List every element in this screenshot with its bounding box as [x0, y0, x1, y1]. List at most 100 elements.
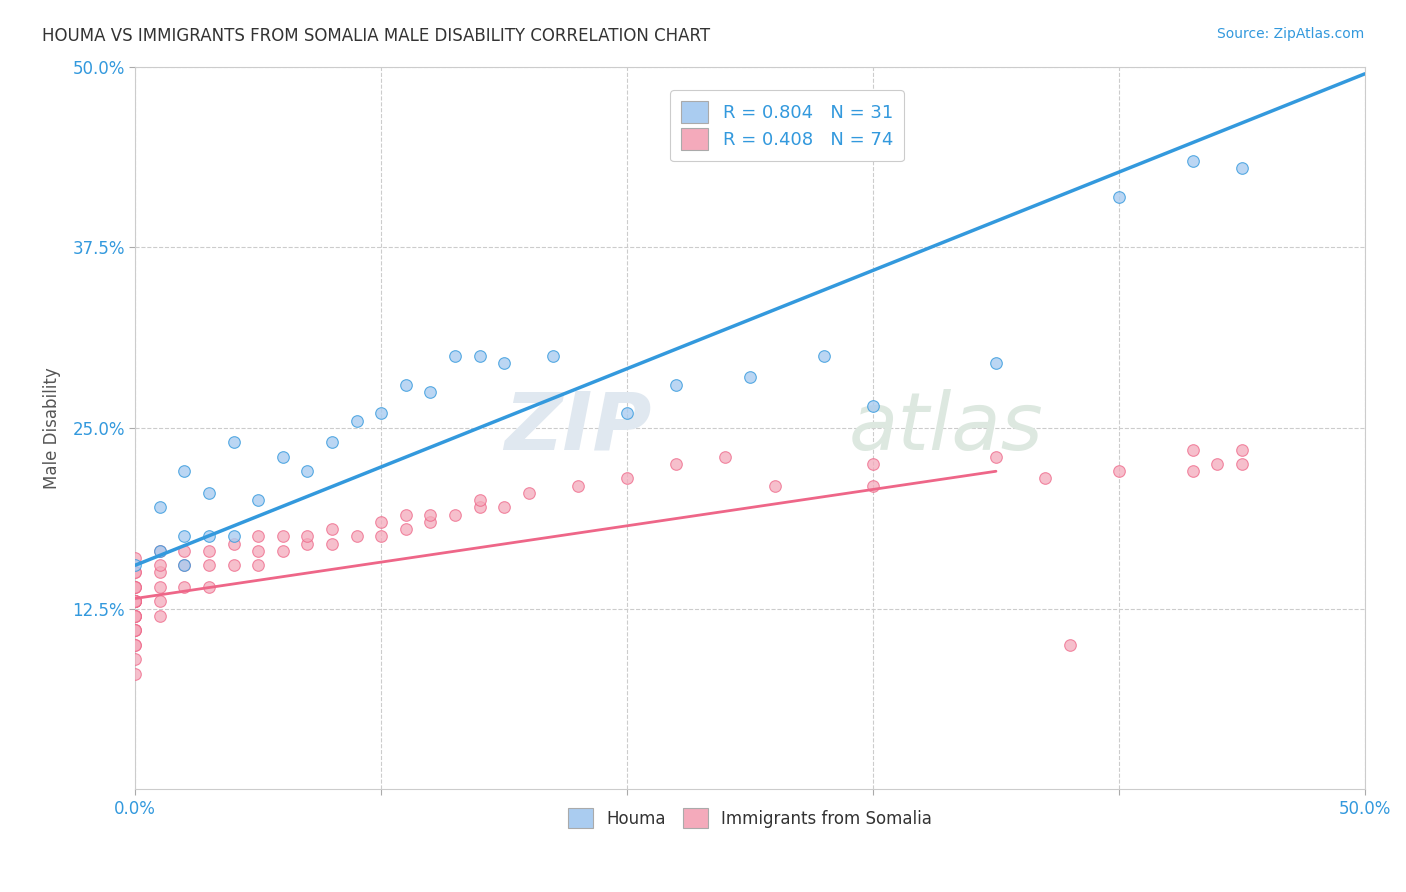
Point [124, 594, 146, 608]
Point [297, 464, 319, 478]
Point [1181, 464, 1204, 478]
Point [149, 566, 172, 580]
Point [494, 500, 516, 515]
Point [124, 666, 146, 681]
Point [124, 638, 146, 652]
Point [149, 594, 172, 608]
Point [124, 566, 146, 580]
Point [124, 608, 146, 623]
Point [1230, 442, 1253, 457]
Point [271, 529, 294, 543]
Point [149, 543, 172, 558]
Text: Source: ZipAtlas.com: Source: ZipAtlas.com [1216, 27, 1364, 41]
Point [395, 522, 418, 536]
Point [198, 580, 221, 594]
Point [222, 536, 245, 550]
Point [124, 638, 146, 652]
Point [124, 624, 146, 638]
Point [665, 457, 688, 471]
Point [149, 543, 172, 558]
Point [149, 608, 172, 623]
Point [149, 580, 172, 594]
Point [321, 522, 343, 536]
Point [665, 377, 688, 392]
Point [247, 529, 270, 543]
Point [419, 515, 441, 529]
Legend: Houma, Immigrants from Somalia: Houma, Immigrants from Somalia [561, 801, 939, 835]
Point [616, 471, 638, 485]
Text: atlas: atlas [848, 389, 1043, 467]
Point [173, 529, 195, 543]
Point [297, 536, 319, 550]
Point [714, 450, 737, 464]
Point [124, 551, 146, 566]
Point [1033, 471, 1056, 485]
Point [517, 486, 540, 500]
Point [419, 384, 441, 399]
Point [395, 377, 418, 392]
Point [468, 500, 491, 515]
Text: HOUMA VS IMMIGRANTS FROM SOMALIA MALE DISABILITY CORRELATION CHART: HOUMA VS IMMIGRANTS FROM SOMALIA MALE DI… [42, 27, 710, 45]
Point [124, 608, 146, 623]
Point [222, 529, 245, 543]
Point [346, 529, 368, 543]
Point [124, 594, 146, 608]
Point [616, 407, 638, 421]
Point [321, 536, 343, 550]
Point [124, 580, 146, 594]
Point [346, 414, 368, 428]
Point [124, 580, 146, 594]
Point [370, 529, 392, 543]
Point [1181, 153, 1204, 168]
Point [198, 529, 221, 543]
Point [198, 558, 221, 573]
Point [173, 464, 195, 478]
Point [247, 493, 270, 508]
Point [444, 508, 467, 522]
Point [124, 594, 146, 608]
Point [1108, 189, 1130, 203]
Point [173, 580, 195, 594]
Point [1206, 457, 1229, 471]
Text: ZIP: ZIP [505, 389, 651, 467]
Point [543, 349, 565, 363]
Point [1230, 457, 1253, 471]
Point [124, 566, 146, 580]
Point [862, 479, 884, 493]
Point [1181, 442, 1204, 457]
Point [124, 608, 146, 623]
Point [862, 457, 884, 471]
Point [247, 543, 270, 558]
Point [198, 543, 221, 558]
Point [1108, 464, 1130, 478]
Point [173, 543, 195, 558]
Y-axis label: Male Disability: Male Disability [44, 367, 60, 489]
Point [321, 435, 343, 450]
Point [173, 558, 195, 573]
Point [149, 558, 172, 573]
Point [271, 543, 294, 558]
Point [124, 624, 146, 638]
Point [419, 508, 441, 522]
Point [444, 349, 467, 363]
Point [222, 558, 245, 573]
Point [813, 349, 835, 363]
Point [124, 652, 146, 666]
Point [1059, 638, 1081, 652]
Point [468, 493, 491, 508]
Point [124, 594, 146, 608]
Point [370, 407, 392, 421]
Point [124, 580, 146, 594]
Point [763, 479, 786, 493]
Point [271, 450, 294, 464]
Point [494, 356, 516, 370]
Point [198, 486, 221, 500]
Point [862, 399, 884, 413]
Point [124, 608, 146, 623]
Point [567, 479, 589, 493]
Point [149, 500, 172, 515]
Point [395, 508, 418, 522]
Point [124, 594, 146, 608]
Point [222, 435, 245, 450]
Point [124, 558, 146, 573]
